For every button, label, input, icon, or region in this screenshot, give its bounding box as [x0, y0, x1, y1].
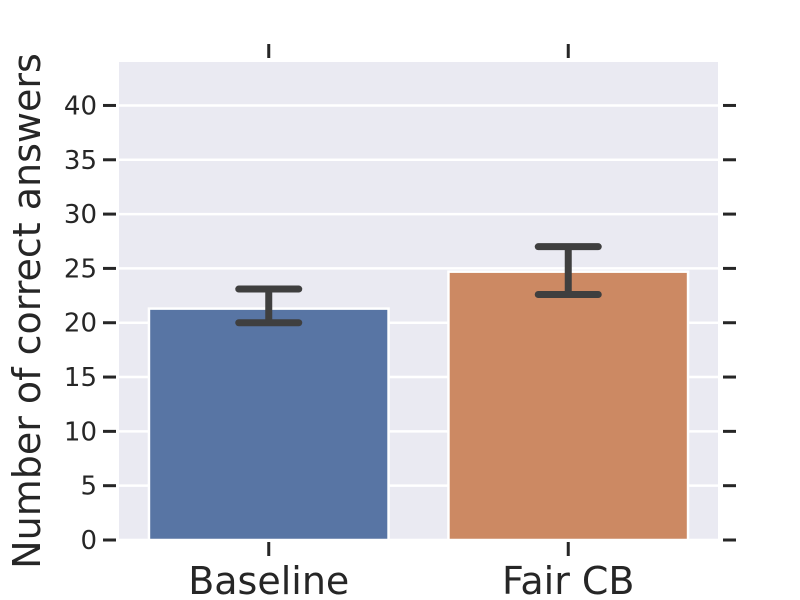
y-axis-label: Number of correct answers	[5, 53, 49, 569]
x-tick-labels: Baseline Fair CB	[188, 559, 634, 600]
y-tick-label: 5	[80, 472, 97, 502]
y-tick-label: 25	[64, 254, 97, 284]
bar-1	[447, 270, 690, 542]
y-tick-label: 0	[80, 526, 97, 556]
y-tick-label: 40	[64, 91, 97, 121]
bar-0	[147, 307, 390, 542]
y-tick-label: 15	[64, 363, 97, 393]
y-tick-label: 30	[64, 200, 97, 230]
bars	[147, 270, 690, 542]
y-tick-labels: 0 5 10 15 20 25 30 35 40	[64, 91, 97, 556]
y-tick-label: 10	[64, 417, 97, 447]
error-bars	[235, 243, 602, 327]
y-tick-label: 35	[64, 146, 97, 176]
x-tick-label: Baseline	[188, 559, 349, 600]
y-tick-label: 20	[64, 309, 97, 339]
axis-ticks	[103, 44, 736, 556]
x-tick-label: Fair CB	[502, 559, 635, 600]
